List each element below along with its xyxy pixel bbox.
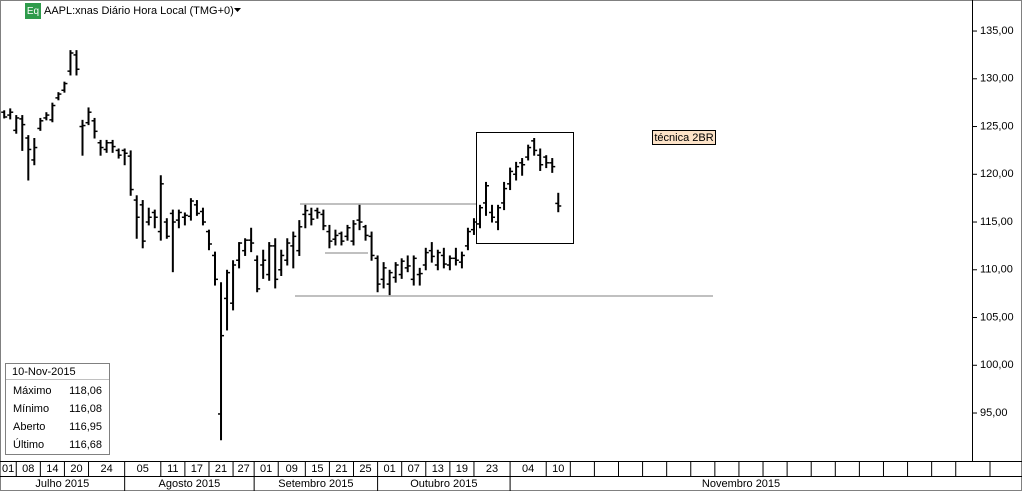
y-tick-label: 100,00 [980, 359, 1014, 371]
info-label: Máximo [13, 385, 52, 397]
y-tick-label: 115,00 [980, 216, 1013, 228]
x-tick-label: 07 [408, 463, 420, 475]
x-tick-label: 15 [311, 463, 323, 475]
info-value: 116,68 [69, 439, 102, 451]
annotation-box [652, 130, 716, 145]
info-value: 118,06 [69, 385, 102, 397]
y-tick-label: 130,00 [980, 73, 1014, 85]
y-tick-label: 120,00 [980, 168, 1014, 180]
y-tick-label: 105,00 [980, 311, 1014, 323]
y-tick-label: 110,00 [980, 264, 1013, 276]
x-tick-label: 14 [46, 463, 58, 475]
dropdown-arrow[interactable] [234, 8, 241, 12]
month-label: Julho 2015 [35, 478, 89, 490]
info-date: 10-Nov-2015 [12, 366, 76, 378]
info-label: Mínimo [13, 403, 49, 415]
x-tick-label: 05 [137, 463, 149, 475]
x-tick-label: 23 [486, 463, 498, 475]
x-tick-label: 13 [432, 463, 444, 475]
x-tick-label: 01 [2, 463, 14, 475]
x-tick-label: 20 [70, 463, 82, 475]
info-label: Aberto [13, 421, 45, 433]
info-box [5, 363, 110, 455]
x-tick-label: 01 [384, 463, 396, 475]
x-tick-label: 08 [22, 463, 34, 475]
info-value: 116,95 [69, 421, 102, 433]
info-value: 116,08 [69, 403, 102, 415]
y-tick-label: 135,00 [980, 25, 1014, 37]
x-tick-label: 21 [335, 463, 347, 475]
x-tick-label: 24 [100, 463, 112, 475]
x-tick-label: 01 [260, 463, 272, 475]
x-tick-label: 25 [359, 463, 371, 475]
x-tick-label: 19 [456, 463, 468, 475]
month-label: Setembro 2015 [278, 478, 353, 490]
annotation: técnica 2BR [654, 132, 713, 144]
x-tick-label: 09 [286, 463, 298, 475]
y-tick-label: 125,00 [980, 120, 1014, 132]
icon-label: Eq [27, 6, 39, 17]
x-tick-label: 04 [522, 463, 534, 475]
month-label: Outubro 2015 [410, 478, 477, 490]
highlight-box [476, 132, 574, 244]
info-label: Último [13, 438, 44, 451]
x-tick-label: 27 [237, 463, 249, 475]
icon-box [25, 3, 41, 19]
x-tick-label: 11 [167, 463, 178, 475]
x-tick-label: 10 [552, 463, 564, 475]
month-label: Agosto 2015 [159, 478, 221, 490]
y-tick-label: 95,00 [980, 407, 1008, 419]
x-tick-label: 17 [191, 463, 203, 475]
x-tick-label: 21 [215, 463, 227, 475]
chart-title[interactable]: AAPL:xnas Diário Hora Local (TMG+0) [44, 5, 234, 17]
month-label: Novembro 2015 [702, 478, 780, 490]
